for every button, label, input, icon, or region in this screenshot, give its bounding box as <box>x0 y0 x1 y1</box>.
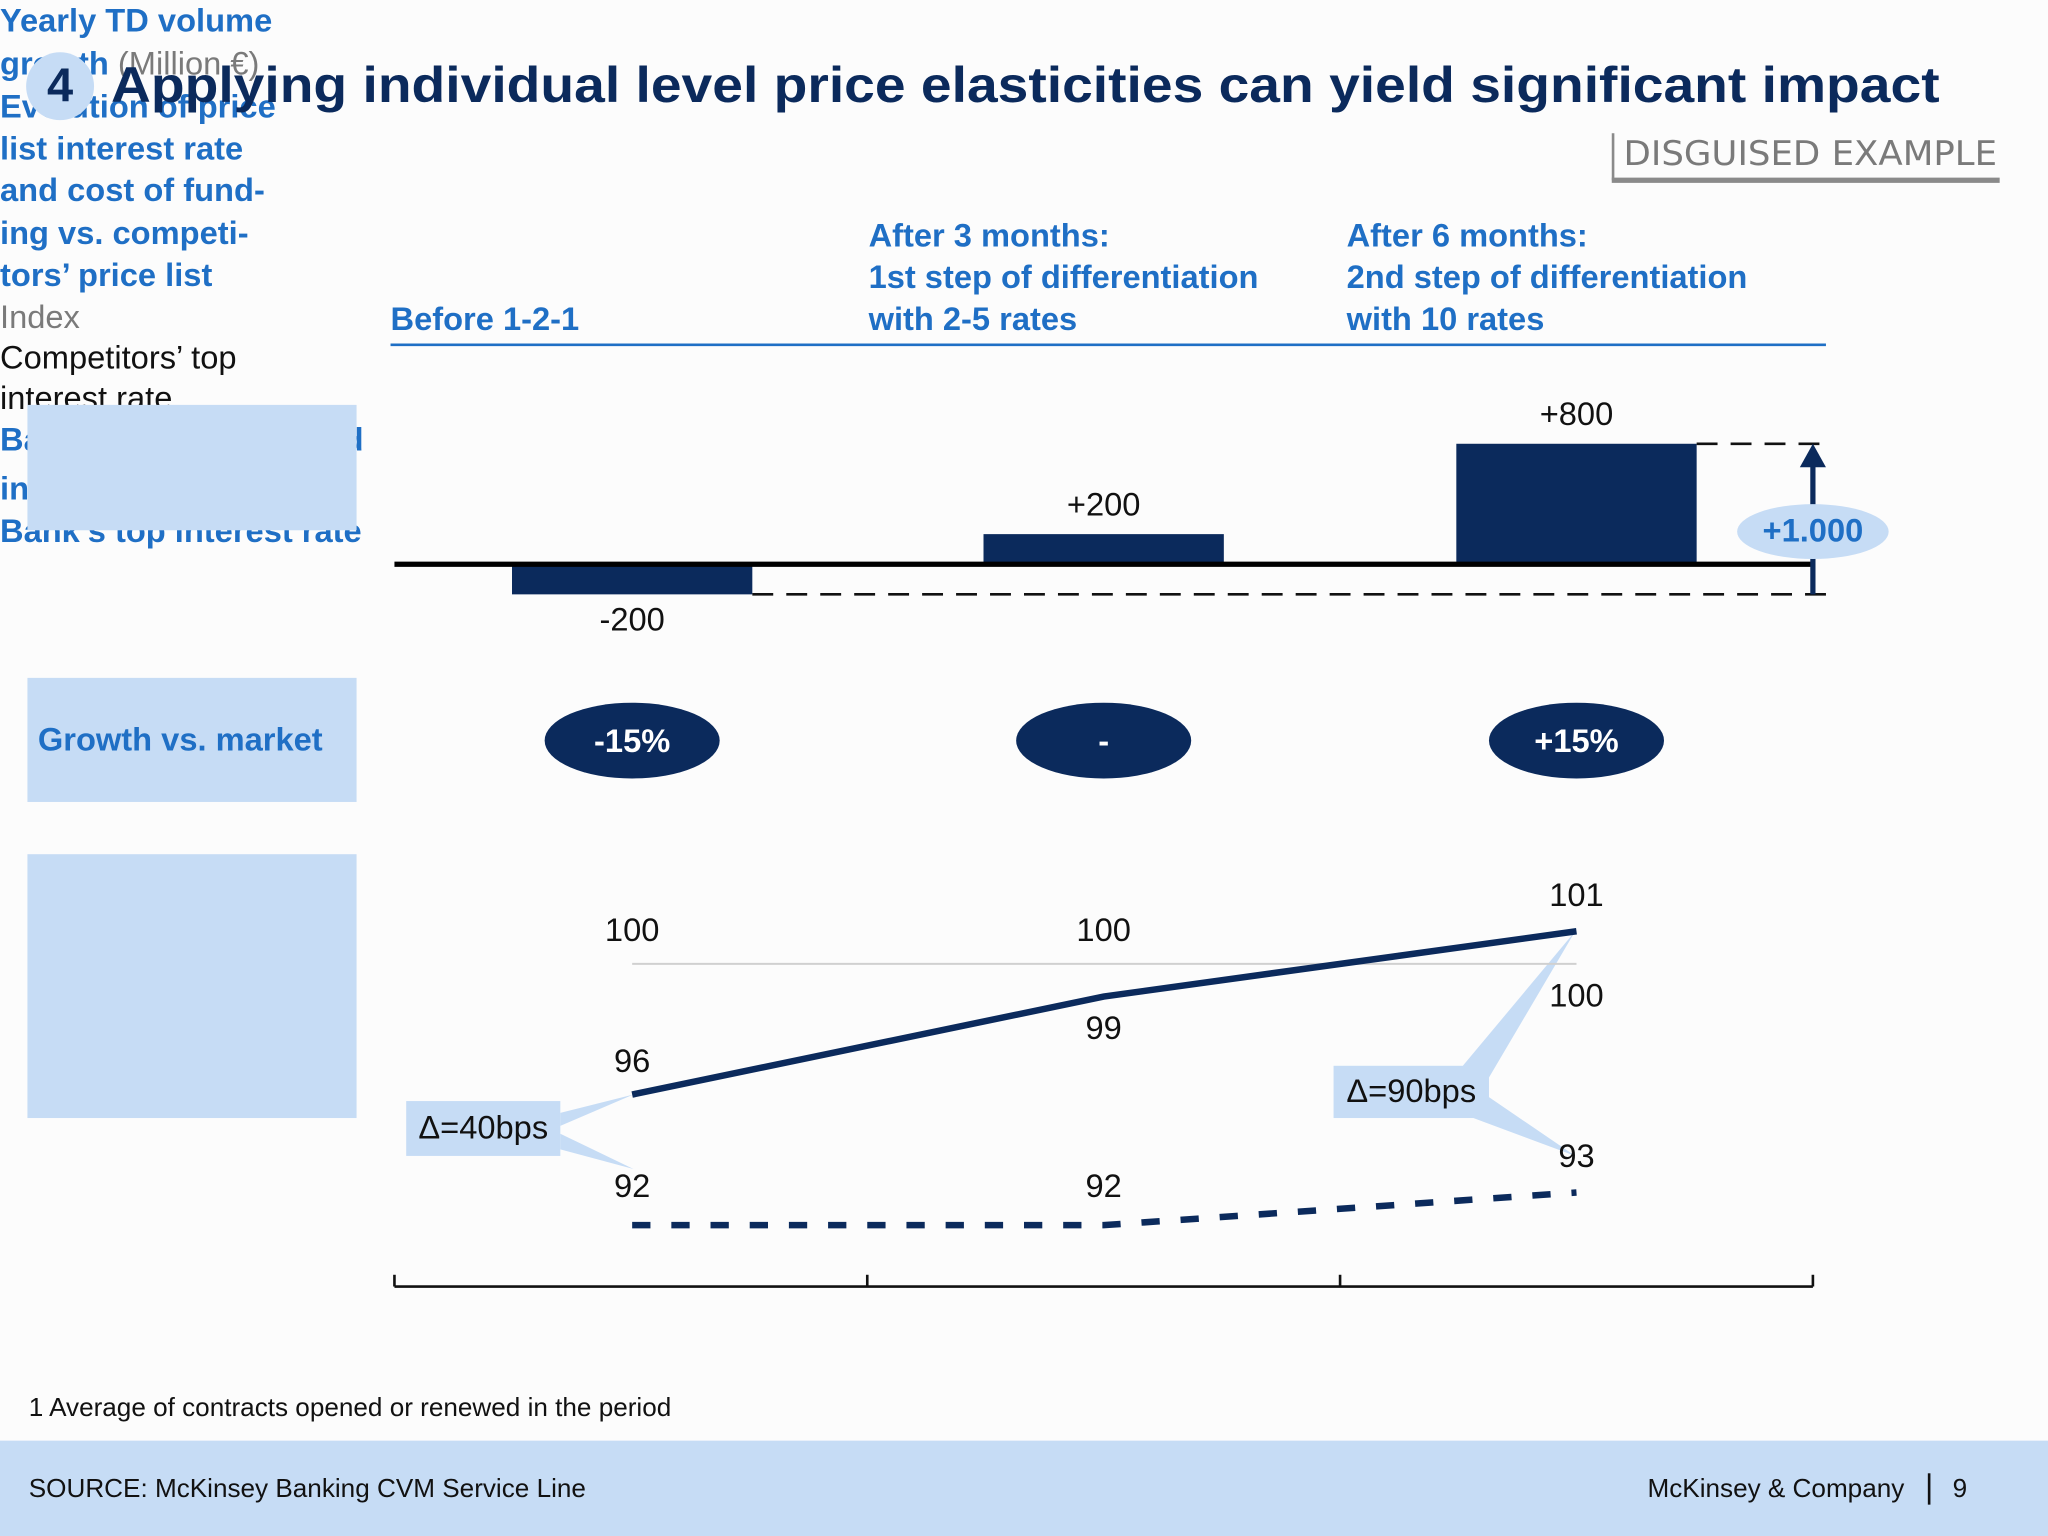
y-axis-title: Yearly TD volume growth <box>0 2 273 83</box>
point-label: 100 <box>1549 977 1603 1014</box>
callout-pointer <box>560 1094 634 1126</box>
point-label: 92 <box>1086 1167 1122 1204</box>
row-label-box <box>27 404 357 531</box>
callout-box <box>1333 1065 1489 1119</box>
example-tag: DISGUISED EXAMPLE <box>1624 134 1998 174</box>
callout-box <box>406 1101 561 1156</box>
y-axis-title-line: list interest rate <box>0 130 244 168</box>
source: SOURCE: McKinsey Banking CVM Service Lin… <box>29 1473 586 1503</box>
callout-pointer <box>1462 931 1576 1078</box>
bar <box>1456 443 1697 565</box>
growth-badge-label: -15% <box>594 722 670 759</box>
y-axis-title-line: and cost of fund- <box>0 172 265 210</box>
y-axis-unit: (Million €) <box>117 45 260 83</box>
bar <box>983 534 1224 565</box>
brand: McKinsey & Company <box>1647 1473 1904 1503</box>
row-label-box <box>27 854 357 1119</box>
growth-badge <box>544 702 720 779</box>
arrow-head <box>1799 443 1826 468</box>
column-header: Before 1-2-1 <box>391 300 580 337</box>
annotation: Δ=90bps <box>1346 1072 1476 1109</box>
point-label: 92 <box>614 1167 650 1204</box>
callout-pointer <box>1473 1097 1576 1156</box>
row-label-box <box>27 677 357 802</box>
column-header: After 3 months: <box>869 216 1110 253</box>
point-label: 96 <box>614 1042 650 1079</box>
point-label: 100 <box>1076 911 1130 948</box>
point-label: 99 <box>1086 1009 1122 1046</box>
column-header: 2nd step of differentiation <box>1347 258 1748 295</box>
growth-badge-label: - <box>1098 722 1109 759</box>
legend-entry: Competitors’ top interest rate <box>0 339 281 420</box>
total-label: +1.000 <box>1763 512 1864 549</box>
callout-pointer <box>560 1133 634 1169</box>
value-label: -200 <box>599 600 664 637</box>
series-line <box>632 1189 1577 1229</box>
y-axis-unit: Index <box>0 299 80 336</box>
footnote: 1 Average of contracts opened or renewed… <box>29 1392 672 1422</box>
point-label: 100 <box>605 911 659 948</box>
series-line <box>631 928 1577 1098</box>
annotation: Δ=40bps <box>418 1108 548 1145</box>
column-header: 1st step of differentiation <box>869 258 1259 295</box>
value-label: +200 <box>1067 485 1141 522</box>
total-badge <box>1737 504 1889 560</box>
point-label: 101 <box>1549 876 1603 913</box>
slide-number: 4 <box>47 58 73 111</box>
legend-label: Competitors’ top interest rate <box>0 339 237 417</box>
y-axis-label: Yearly TD volume growth (Million €) <box>0 0 307 86</box>
growth-badge <box>1016 702 1192 779</box>
bar <box>511 564 753 595</box>
y-axis-title-line: tors’ price list <box>0 257 213 294</box>
column-header: with 10 rates <box>1346 300 1545 337</box>
footer-band <box>0 1440 2048 1536</box>
slide-title: Applying individual level price elastici… <box>111 57 1940 113</box>
y-axis-label: Evolution of price list interest rate and … <box>0 86 313 338</box>
value-label: +800 <box>1540 395 1614 432</box>
column-header: with 2-5 rates <box>868 300 1078 337</box>
growth-badge <box>1488 702 1664 779</box>
y-axis-title-line: ing vs. competi- <box>0 214 249 252</box>
column-header: After 6 months: <box>1347 216 1588 253</box>
growth-badge-label: +15% <box>1534 722 1618 759</box>
number-badge <box>26 52 95 121</box>
row-label: Growth vs. market <box>38 721 323 758</box>
point-label: 93 <box>1558 1137 1594 1174</box>
page-number: 9 <box>1953 1473 1968 1503</box>
